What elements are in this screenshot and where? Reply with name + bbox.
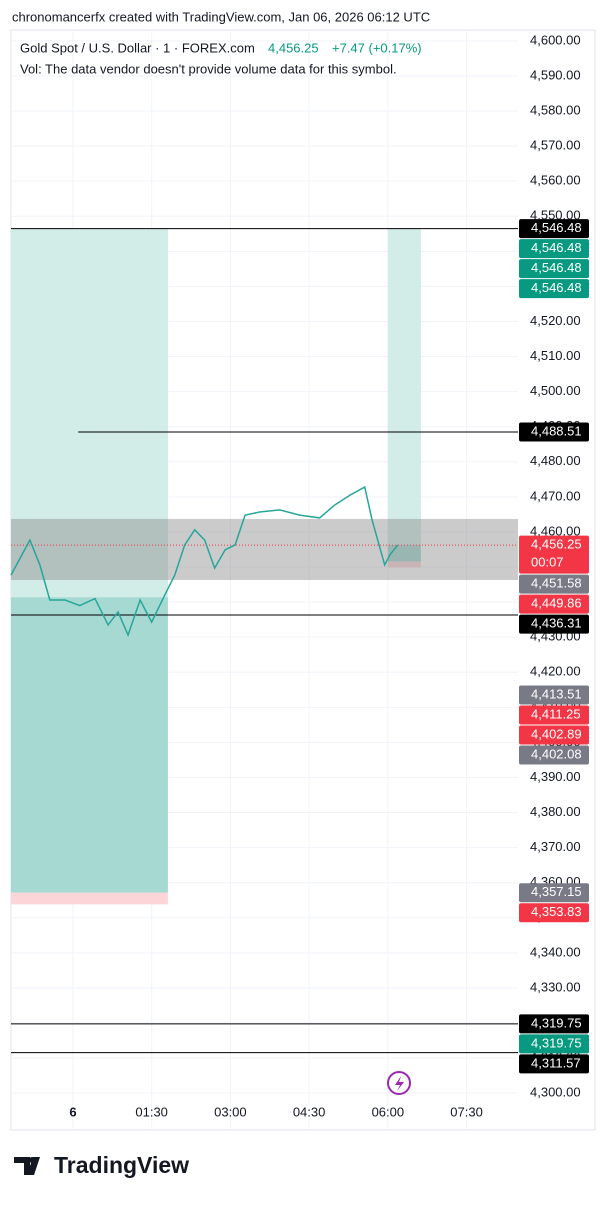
y-tick-label: 4,550.00 [530, 208, 581, 223]
price-label: 4,402.08 [531, 746, 582, 761]
y-tick-label: 4,340.00 [530, 944, 581, 959]
y-tick-label: 4,570.00 [530, 138, 581, 153]
price-label: 4,319.75 [531, 1035, 582, 1050]
price-label-box [519, 903, 589, 923]
price-label-box [519, 745, 589, 765]
y-tick-label: 4,390.00 [530, 769, 581, 784]
price-label-box [519, 883, 589, 903]
y-tick-label: 4,600.00 [530, 32, 581, 47]
plot [10, 30, 518, 1130]
price-label-box [519, 574, 589, 594]
price-label-box [519, 685, 589, 705]
y-tick-label: 4,300.00 [530, 1085, 581, 1100]
price-label-box [519, 1054, 589, 1074]
zone [11, 597, 168, 893]
price-label: 4,357.15 [531, 884, 582, 899]
zone [387, 545, 421, 562]
price-label-box [519, 279, 589, 299]
price-label: 4,449.86 [531, 596, 582, 611]
zone [11, 228, 168, 598]
price-label: 4,319.75 [531, 1015, 582, 1030]
price-label-box [519, 219, 589, 239]
price-series [10, 485, 399, 638]
y-tick-label: 4,370.00 [530, 839, 581, 854]
price-label: 4,546.48 [531, 280, 582, 295]
y-tick-label: 4,480.00 [530, 453, 581, 468]
x-tick-label: 04:30 [293, 1104, 326, 1119]
price-label: 4,546.48 [531, 260, 582, 275]
y-tick-label: 4,500.00 [530, 383, 581, 398]
price-label-box [519, 614, 589, 634]
zone [11, 892, 168, 905]
subtitle: Vol: The data vendor doesn't provide vol… [20, 61, 397, 76]
y-tick-label: 4,470.00 [530, 488, 581, 503]
price-label-box [519, 594, 589, 614]
zone [387, 561, 421, 568]
price-label: 4,451.58 [531, 576, 582, 591]
zone [11, 518, 518, 580]
logo-icon [14, 1157, 40, 1175]
price-label: 4,546.48 [531, 240, 582, 255]
price-label: 4,436.31 [531, 616, 582, 631]
price-label-timer: 00:07 [531, 555, 564, 570]
zone [387, 228, 421, 546]
price-label: 4,402.89 [531, 726, 582, 741]
logo-dot [29, 1157, 35, 1163]
y-tick-label: 4,590.00 [530, 67, 581, 82]
x-tick-label: 01:30 [135, 1104, 168, 1119]
x-tick-label: 06:00 [372, 1104, 405, 1119]
price-label-box [519, 239, 589, 259]
price-label-box [519, 1014, 589, 1034]
y-tick-label: 4,510.00 [530, 348, 581, 363]
price-label-box [519, 705, 589, 725]
price-label-box [519, 535, 589, 574]
y-tick-label: 4,330.00 [530, 979, 581, 994]
y-tick-label: 4,520.00 [530, 313, 581, 328]
price-label-box [519, 725, 589, 745]
x-tick-label: 6 [69, 1104, 76, 1119]
y-tick-label: 4,460.00 [530, 523, 581, 538]
price-label: 4,311.57 [531, 1055, 581, 1070]
y-tick-label: 4,420.00 [530, 664, 581, 679]
x-tick-label: 03:00 [214, 1104, 247, 1119]
chart-title: Gold Spot / U.S. Dollar · 1 · FOREX.com [20, 40, 255, 55]
brand: TradingView [54, 1152, 189, 1178]
price-label-box [519, 259, 589, 279]
x-tick-label: 07:30 [450, 1104, 483, 1119]
attribution: chronomancerfx created with TradingView.… [12, 9, 430, 24]
price-label-box [519, 1034, 589, 1054]
price-label: 4,411.25 [531, 706, 581, 721]
bolt [395, 1076, 404, 1091]
price-label: 4,353.83 [531, 904, 582, 919]
y-tick-label: 4,380.00 [530, 804, 581, 819]
price-label: 4,456.25 [531, 537, 582, 552]
price-label: 4,488.51 [531, 423, 582, 438]
event-icon[interactable] [387, 1071, 411, 1095]
price-label: 4,413.51 [531, 686, 582, 701]
y-tick-label: 4,580.00 [530, 102, 581, 117]
price-change: +7.47 (+0.17%) [332, 40, 422, 55]
price-label: 4,546.48 [531, 220, 582, 235]
y-tick-label: 4,560.00 [530, 173, 581, 188]
price-label-box [519, 422, 589, 442]
last-price: 4,456.25 [268, 40, 319, 55]
